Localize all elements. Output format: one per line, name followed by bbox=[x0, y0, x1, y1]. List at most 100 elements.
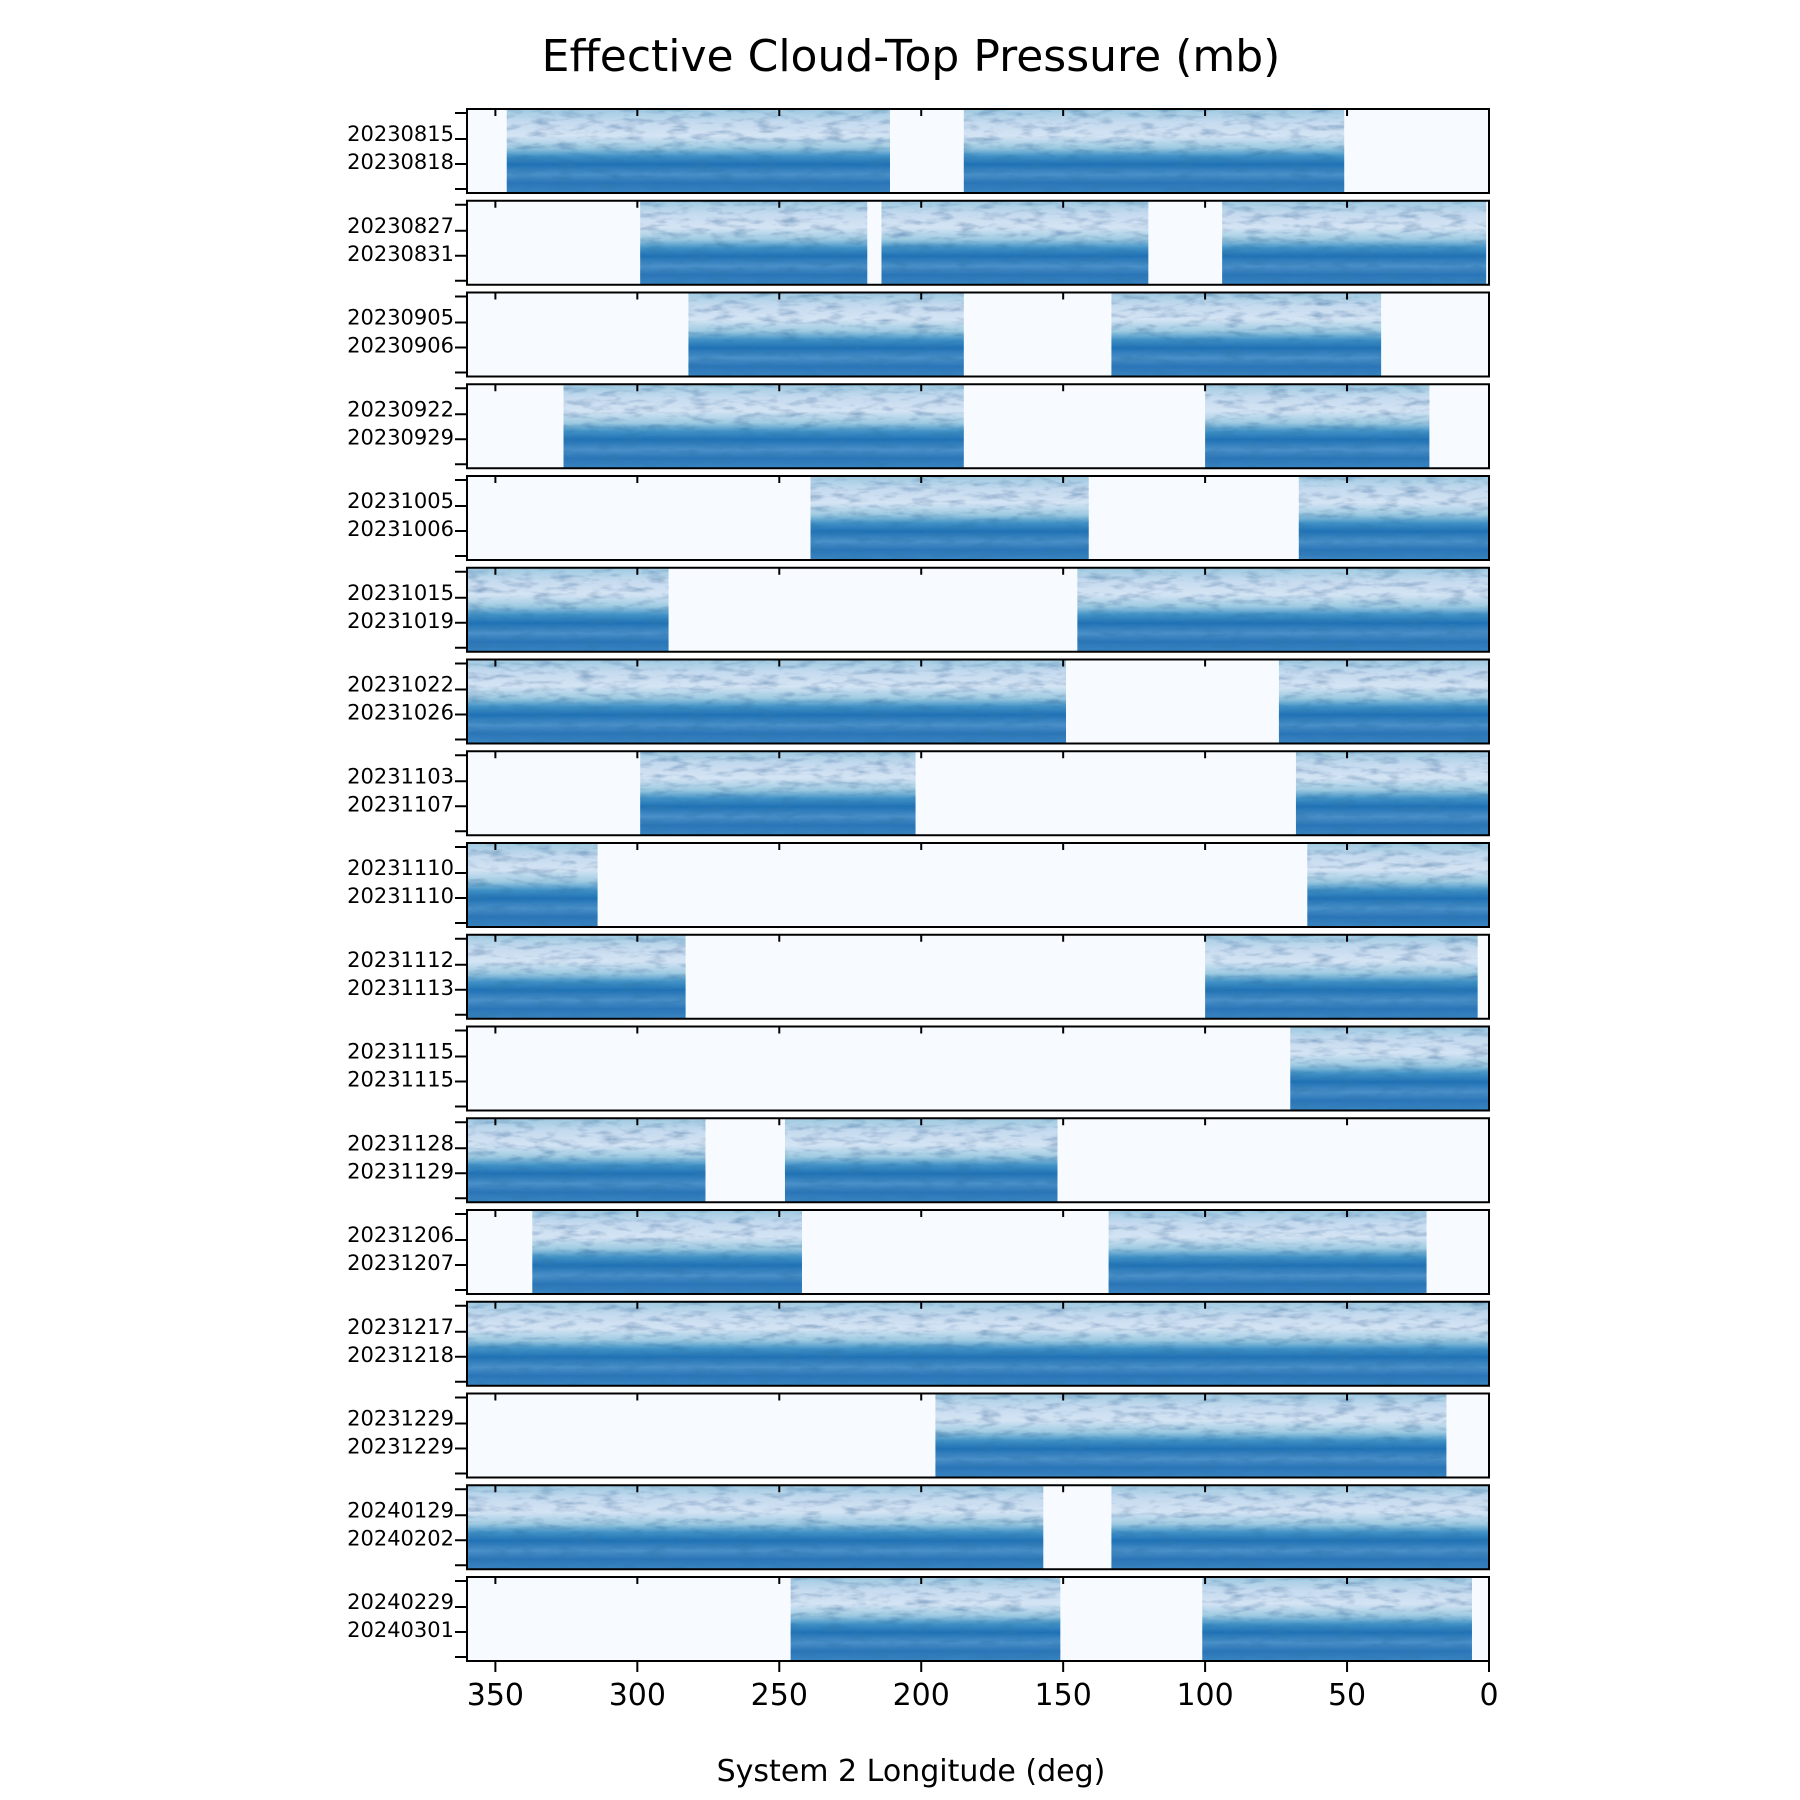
panel-frame bbox=[466, 1117, 1490, 1204]
panel-frame bbox=[466, 475, 1490, 561]
panel: 20230827 20230831 bbox=[347, 199, 1490, 286]
panel-frame bbox=[466, 383, 1490, 470]
date-label: 20231217 bbox=[347, 1315, 454, 1339]
panel: 20231217 20231218 bbox=[347, 1300, 1490, 1387]
panel-frame bbox=[466, 1392, 1490, 1479]
panel: 20231005 20231006 bbox=[347, 475, 1490, 561]
panel: 20240129 20240202 bbox=[347, 1484, 1490, 1571]
coverage-segment bbox=[467, 843, 598, 927]
panel: 20231128 20231129 bbox=[347, 1117, 1490, 1204]
date-label: 20231229 bbox=[347, 1407, 454, 1431]
coverage-segment bbox=[1307, 843, 1489, 927]
coverage-segment bbox=[881, 200, 1149, 285]
coverage-segment bbox=[640, 751, 916, 836]
date-label: 20231207 bbox=[347, 1251, 454, 1275]
panel: 20240229 20240301 bbox=[347, 1576, 1490, 1662]
coverage-segment bbox=[1290, 1026, 1489, 1111]
date-label: 20230905 bbox=[347, 306, 454, 330]
date-label: 20240229 bbox=[347, 1590, 454, 1614]
x-tick-label: 350 bbox=[467, 1678, 524, 1713]
coverage-segment bbox=[963, 109, 1345, 193]
date-label: 20231113 bbox=[347, 976, 454, 1000]
coverage-segment bbox=[1111, 292, 1382, 377]
panel-frame bbox=[466, 566, 1490, 653]
coverage-segment bbox=[1202, 1577, 1472, 1661]
x-tick-label: 300 bbox=[609, 1678, 666, 1713]
date-label: 20231229 bbox=[347, 1435, 454, 1459]
x-tick-label: 0 bbox=[1479, 1678, 1498, 1713]
panel: 20231022 20231026 bbox=[347, 658, 1490, 745]
date-label: 20231110 bbox=[347, 884, 454, 908]
date-label: 20231115 bbox=[347, 1040, 454, 1064]
date-label: 20231005 bbox=[347, 489, 454, 513]
panel-frame bbox=[466, 199, 1490, 286]
panel-frame bbox=[466, 842, 1490, 928]
date-label: 20230818 bbox=[347, 150, 454, 174]
date-label: 20240301 bbox=[347, 1618, 454, 1642]
panel-frame bbox=[466, 1300, 1490, 1387]
coverage-segment bbox=[1111, 1485, 1489, 1570]
coverage-segment bbox=[467, 1301, 1489, 1386]
coverage-segment bbox=[810, 476, 1089, 560]
chart-title: Effective Cloud-Top Pressure (mb) bbox=[542, 31, 1281, 82]
x-axis-label: System 2 Longitude (deg) bbox=[717, 1754, 1106, 1789]
date-label: 20231115 bbox=[347, 1068, 454, 1092]
coverage-segment bbox=[1205, 384, 1430, 469]
date-label: 20230922 bbox=[347, 397, 454, 421]
panel-frame bbox=[466, 1484, 1490, 1571]
date-label: 20230906 bbox=[347, 334, 454, 358]
date-label: 20231103 bbox=[347, 764, 454, 788]
coverage-segment bbox=[784, 1118, 1058, 1203]
coverage-segment bbox=[935, 1393, 1447, 1478]
panel-frame bbox=[466, 1576, 1490, 1662]
coverage-segment bbox=[640, 200, 868, 285]
coverage-segment bbox=[563, 384, 964, 469]
panel-frame bbox=[466, 750, 1490, 837]
coverage-segment bbox=[532, 1210, 802, 1294]
date-label: 20240129 bbox=[347, 1498, 454, 1522]
coverage-segment bbox=[467, 659, 1067, 744]
x-tick-label: 200 bbox=[893, 1678, 950, 1713]
date-label: 20230827 bbox=[347, 214, 454, 238]
coverage-segment bbox=[467, 934, 686, 1019]
coverage-segment bbox=[1108, 1210, 1427, 1294]
date-label: 20240202 bbox=[347, 1526, 454, 1550]
panel: 20231206 20231207 bbox=[347, 1209, 1490, 1295]
panel: 20230815 20230818 bbox=[347, 108, 1490, 194]
coverage-segment bbox=[1298, 476, 1489, 560]
date-label: 20231026 bbox=[347, 701, 454, 725]
date-label: 20231110 bbox=[347, 856, 454, 880]
date-label: 20231107 bbox=[347, 792, 454, 816]
date-label: 20231006 bbox=[347, 517, 454, 541]
panel-frame bbox=[466, 1025, 1490, 1112]
date-label: 20231015 bbox=[347, 581, 454, 605]
date-label: 20231128 bbox=[347, 1131, 454, 1155]
date-label: 20231022 bbox=[347, 673, 454, 697]
coverage-segment bbox=[506, 109, 890, 193]
panel: 20230905 20230906 bbox=[347, 291, 1490, 378]
date-label: 20231112 bbox=[347, 948, 454, 972]
panel-frame bbox=[466, 1209, 1490, 1295]
coverage-segment bbox=[1077, 567, 1489, 652]
panel-frame bbox=[466, 108, 1490, 194]
panel-frame bbox=[466, 658, 1490, 745]
coverage-segment bbox=[467, 567, 669, 652]
x-tick-label: 250 bbox=[751, 1678, 808, 1713]
x-tick-label: 50 bbox=[1328, 1678, 1366, 1713]
date-label: 20231206 bbox=[347, 1223, 454, 1247]
coverage-segment bbox=[467, 1485, 1044, 1570]
date-label: 20230929 bbox=[347, 425, 454, 449]
date-label: 20231218 bbox=[347, 1343, 454, 1367]
coverage-segment bbox=[1222, 200, 1487, 285]
panel-frame bbox=[466, 933, 1490, 1020]
coverage-segment bbox=[467, 1118, 706, 1203]
panel: 20231110 20231110 bbox=[347, 842, 1490, 928]
panel: 20231112 20231113 bbox=[347, 933, 1490, 1020]
x-axis: 350 300 250 200 150 100 50 0 bbox=[467, 1661, 1499, 1713]
panel: 20231103 20231107 bbox=[347, 750, 1490, 837]
date-label: 20230815 bbox=[347, 122, 454, 146]
coverage-segment bbox=[688, 292, 964, 377]
coverage-segment bbox=[1278, 659, 1489, 744]
